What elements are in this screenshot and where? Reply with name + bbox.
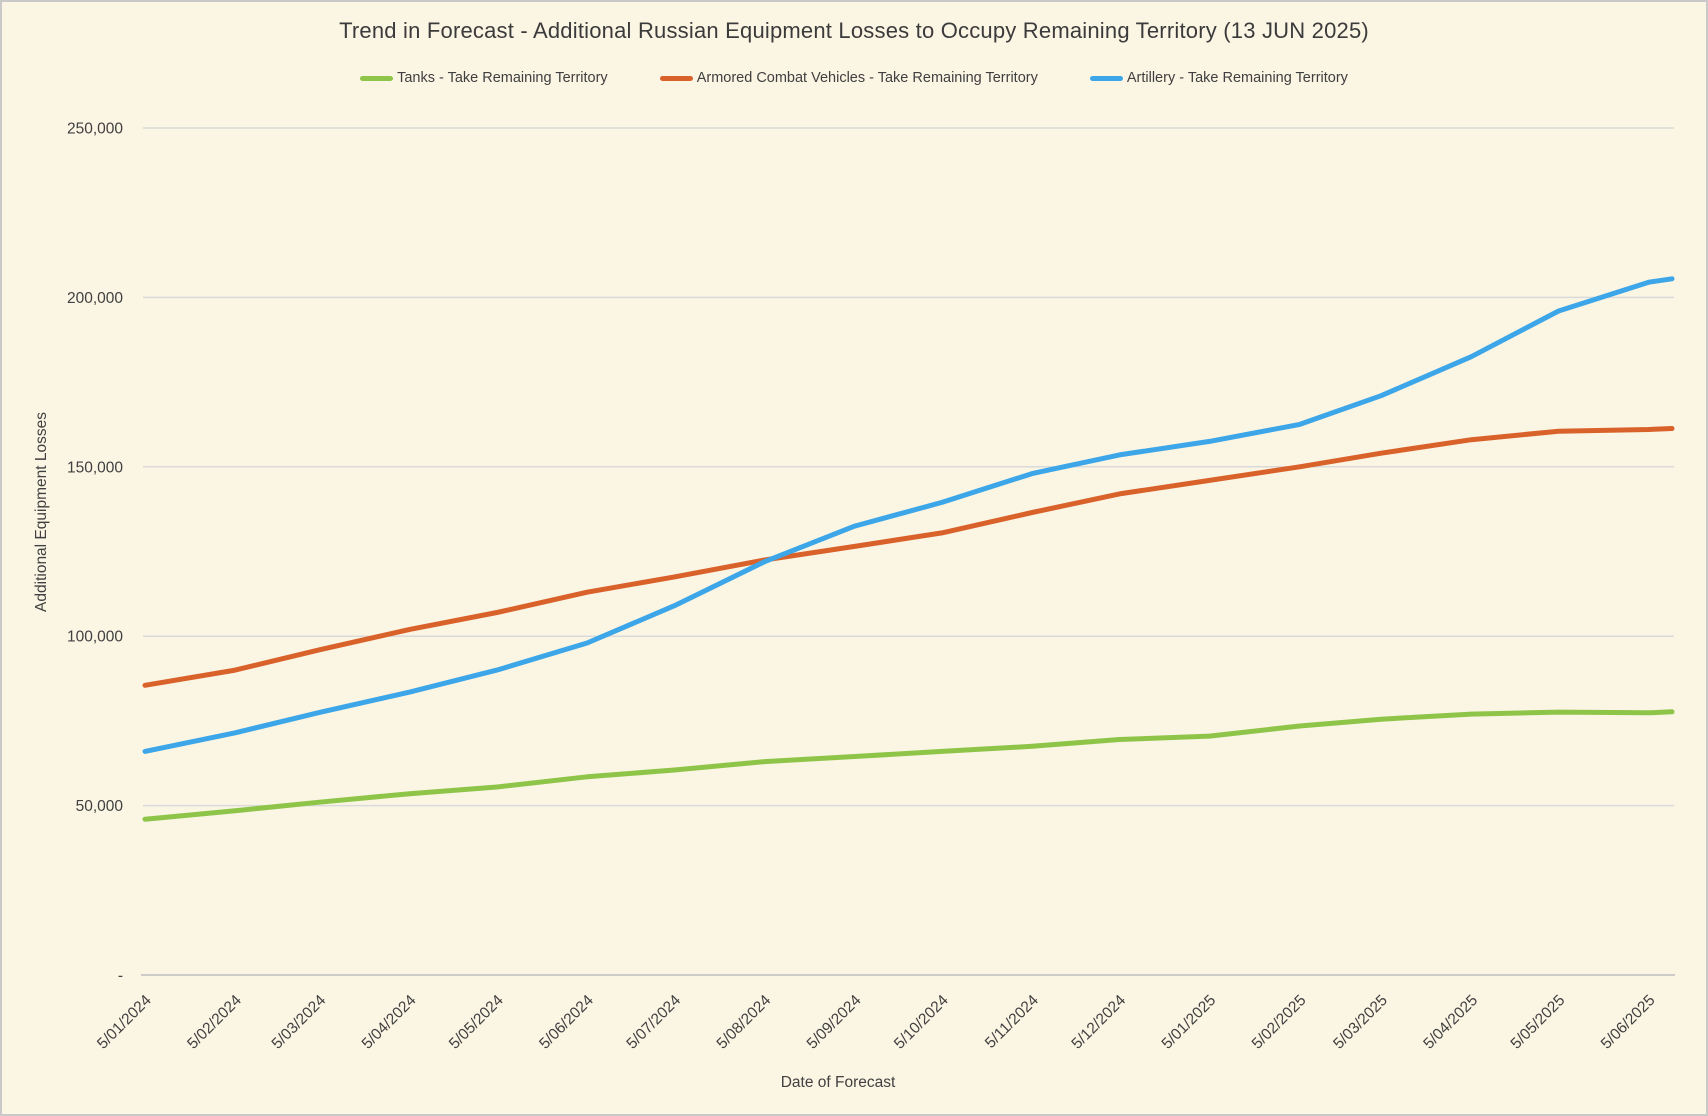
x-tick-label: 5/10/2024 — [891, 992, 952, 1053]
x-tick-label: 5/06/2024 — [536, 992, 597, 1053]
x-tick-label: 5/01/2025 — [1159, 992, 1220, 1053]
legend-item: Artillery - Take Remaining Territory — [1089, 70, 1348, 86]
chart-title: Trend in Forecast - Additional Russian E… — [339, 18, 1369, 43]
x-tick-label: 5/02/2024 — [184, 992, 245, 1053]
series-line-artillery — [142, 276, 1675, 754]
x-tick-label: 5/07/2024 — [623, 992, 684, 1053]
x-tick-label: 5/09/2024 — [804, 992, 865, 1053]
x-tick-label: 5/04/2025 — [1420, 992, 1481, 1053]
x-tick-label: 5/02/2025 — [1249, 992, 1310, 1053]
legend-label: Artillery - Take Remaining Territory — [1126, 70, 1348, 86]
legend-item: Armored Combat Vehicles - Take Remaining… — [659, 70, 1038, 86]
series-line-tanks — [142, 709, 1675, 822]
y-tick-label: 150,000 — [67, 459, 123, 476]
y-tick-label: 200,000 — [67, 290, 123, 307]
x-tick-label: 5/03/2024 — [269, 992, 330, 1053]
x-axis-title: Date of Forecast — [780, 1074, 896, 1091]
x-tick-label: 5/05/2025 — [1508, 992, 1569, 1053]
legend-item: Tanks - Take Remaining Territory — [360, 70, 608, 86]
series-line-armored — [142, 426, 1675, 688]
y-tick-label: 50,000 — [76, 798, 124, 815]
x-tick-label: 5/04/2024 — [359, 992, 420, 1053]
legend-label: Tanks - Take Remaining Territory — [397, 70, 608, 86]
x-tick-label: 5/08/2024 — [714, 992, 775, 1053]
x-tick-label: 5/01/2024 — [94, 992, 155, 1053]
legend-swatch-icon — [659, 75, 693, 81]
legend-label: Armored Combat Vehicles - Take Remaining… — [696, 70, 1038, 86]
x-tick-label: 5/12/2024 — [1068, 992, 1129, 1053]
legend-swatch-icon — [360, 75, 394, 81]
y-tick-label: 100,000 — [67, 629, 123, 646]
x-tick-label: 5/06/2025 — [1598, 992, 1659, 1053]
x-tick-label: 5/05/2024 — [446, 992, 507, 1053]
x-tick-label: 5/11/2024 — [982, 992, 1042, 1052]
y-tick-label: - — [118, 968, 123, 985]
y-tick-label: 250,000 — [67, 121, 123, 138]
x-tick-label: 5/03/2025 — [1330, 992, 1391, 1053]
legend: Tanks - Take Remaining Territory Armored … — [2, 70, 1706, 86]
legend-swatch-icon — [1089, 75, 1123, 81]
